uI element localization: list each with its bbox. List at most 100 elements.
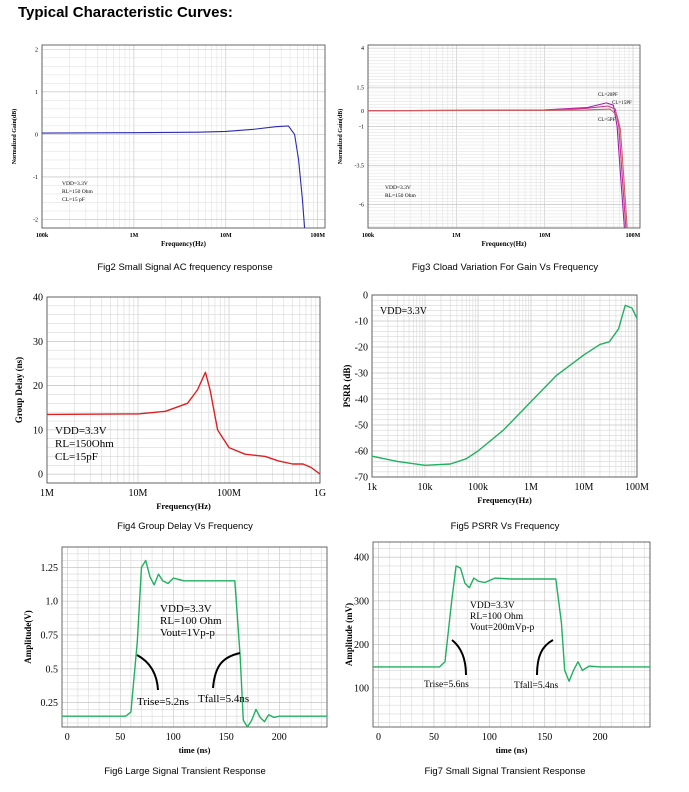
fig5-xtick-label: 100M (625, 482, 649, 493)
fig3-ytick-label: 1.5 (357, 85, 365, 91)
fig5-caption: Fig5 PSRR Vs Frequency (450, 521, 560, 532)
fig6-caption: Fig6 Large Signal Transient Response (104, 766, 266, 777)
fig6-tfall-arrow (212, 652, 241, 689)
fig5-xtick-label: 1M (524, 482, 538, 493)
fig6-ylabel: Amplitude(V) (23, 610, 33, 664)
fig2-xtick-label: 100k (36, 233, 49, 239)
fig5-ytick-label: -30 (355, 369, 368, 380)
fig6-annotation: VDD=3.3V (160, 603, 212, 615)
fig2-annotation: RL=150 Ohm (62, 189, 93, 195)
fig7-annotation: Tfall=5.4ns (514, 680, 558, 691)
fig4-ylabel: Group Delay (ns) (14, 357, 24, 423)
fig6-xlabel: time (ns) (179, 745, 211, 755)
fig5-grid (371, 294, 638, 478)
fig5-xtick-label: 10M (575, 482, 594, 493)
fig2-xtick-label: 10M (220, 233, 232, 239)
fig4-xtick-label: 1G (314, 488, 326, 499)
fig2-ytick-label: -1 (33, 175, 38, 181)
fig4-frame (46, 296, 321, 484)
fig7-ytick-label: 400 (354, 553, 369, 564)
fig6-frame (61, 546, 328, 728)
fig5-xtick-label: 10k (418, 482, 433, 493)
fig7-trise-arrow (451, 639, 467, 676)
fig5-series-line-0 (371, 304, 638, 466)
fig3-annotation: VDD=3.3V (385, 185, 411, 191)
fig4-annotation: RL=150Ohm (55, 438, 114, 450)
fig3-frame (367, 44, 641, 229)
fig3-xlabel: Frequency(Hz) (482, 240, 528, 248)
fig5-ytick-label: -40 (355, 395, 368, 406)
fig2-series-line-0 (41, 125, 306, 229)
fig3-ytick-label: 4 (361, 46, 364, 52)
fig4-series-line-0 (46, 371, 321, 475)
fig2-xtick-label: 1M (130, 233, 139, 239)
fig4-plot-area (47, 297, 320, 483)
fig3-grid (367, 44, 640, 228)
fig3-series-label-0: CL=20PF (598, 93, 618, 98)
fig7-series-line-0 (373, 565, 650, 682)
fig3-annotation: RL=150 Ohm (385, 193, 416, 199)
fig7-annotation: Trise=5.6ns (424, 680, 469, 690)
fig3-plot-area (368, 45, 640, 228)
fig4-xtick-label: 100M (217, 488, 241, 499)
fig4-ytick-label: 10 (33, 425, 43, 436)
fig2-caption: Fig2 Small Signal AC frequency response (97, 262, 273, 273)
fig6-series-line-0 (62, 559, 327, 728)
fig2-xtick-label: 100M (310, 233, 325, 239)
fig6-ytick-label: 1.0 (46, 597, 59, 608)
fig6-ytick-label: 1.25 (41, 563, 59, 574)
fig5-xlabel: Frequency(Hz) (477, 495, 532, 505)
fig5-ytick-label: -50 (355, 421, 368, 432)
fig7-annotation: Vout=200mVp-p (470, 623, 535, 633)
fig3-xtick-label: 100k (362, 233, 375, 239)
fig5-ytick-label: -20 (355, 343, 368, 354)
fig2-ytick-label: -2 (33, 218, 38, 224)
fig4-ytick-label: 0 (38, 470, 43, 481)
fig7-xtick-label: 150 (537, 732, 552, 743)
fig2-ytick-label: 2 (35, 47, 38, 53)
fig7-xtick-label: 200 (593, 732, 608, 743)
fig4-ytick-label: 20 (33, 381, 43, 392)
fig2-ylabel: Normalized Gain(dB) (11, 109, 18, 165)
fig3-ytick-label: -1 (359, 124, 364, 130)
fig7-ytick-label: 100 (354, 683, 369, 694)
fig4-annotation: CL=15pF (55, 451, 98, 463)
fig6-ytick-label: 0.25 (41, 698, 59, 709)
fig7-grid (373, 542, 650, 727)
fig3-ytick-label: -6 (359, 203, 364, 209)
fig7-xtick-label: 0 (376, 732, 381, 743)
fig6-annotation: Vout=1Vp-p (160, 627, 215, 639)
fig3-ytick-label: -3.5 (355, 164, 365, 170)
fig7-caption: Fig7 Small Signal Transient Response (424, 766, 586, 777)
fig7-frame (372, 541, 651, 728)
fig5-frame (371, 294, 638, 478)
fig2-annotation: VDD=3.3V (62, 181, 88, 187)
fig4-xtick-label: 1M (40, 488, 54, 499)
fig7-annotation: VDD=3.3V (470, 601, 515, 611)
fig5-xtick-label: 1k (367, 482, 377, 493)
fig2-frame (41, 44, 326, 229)
fig6-annotation: Trise=5.2ns (137, 696, 189, 708)
fig6-trise-arrow (136, 654, 159, 691)
page-title: Typical Characteristic Curves: (18, 4, 233, 21)
fig3-series-label-2: CL=5PF (598, 118, 615, 123)
fig2-ytick-label: 1 (35, 90, 38, 96)
fig7-xtick-label: 50 (429, 732, 439, 743)
fig3-xtick-label: 10M (539, 233, 551, 239)
fig6-xtick-label: 150 (219, 732, 234, 743)
fig2-ytick-label: 0 (35, 132, 38, 138)
fig4-xlabel: Frequency(Hz) (156, 501, 211, 511)
fig4-ytick-label: 30 (33, 337, 43, 348)
fig5-ytick-label: -60 (355, 447, 368, 458)
fig6-ytick-label: 0.5 (46, 664, 59, 675)
fig4-xtick-label: 10M (129, 488, 148, 499)
fig3-series-line-2 (367, 108, 628, 229)
fig2-xlabel: Frequency(Hz) (161, 240, 207, 248)
fig6-xtick-label: 0 (65, 732, 70, 743)
fig3-xtick-label: 1M (452, 233, 461, 239)
fig7-ytick-label: 300 (354, 596, 369, 607)
